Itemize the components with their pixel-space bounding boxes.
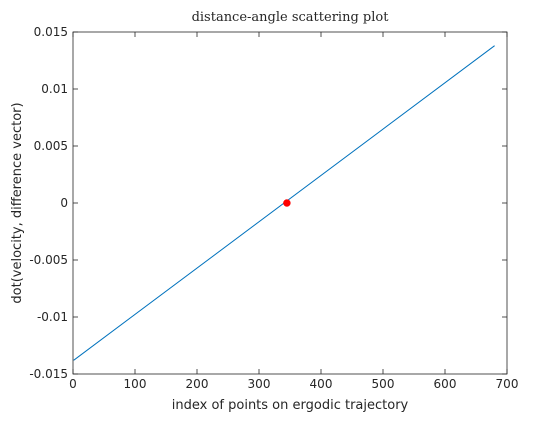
y-tick-label: -0.015 bbox=[29, 367, 68, 381]
x-tick-label: 700 bbox=[496, 377, 519, 391]
y-tick-label: 0.01 bbox=[41, 82, 68, 96]
y-tick-label: -0.01 bbox=[37, 310, 68, 324]
x-tick-label: 0 bbox=[69, 377, 77, 391]
x-axis-label: index of points on ergodic trajectory bbox=[172, 398, 409, 413]
y-tick-label: -0.005 bbox=[29, 253, 68, 267]
y-tick-label: 0.005 bbox=[34, 139, 68, 153]
y-tick-label: 0.015 bbox=[34, 25, 68, 39]
x-tick-label: 500 bbox=[372, 377, 395, 391]
y-tick-label: 0 bbox=[60, 196, 68, 210]
chart-title: distance-angle scattering plot bbox=[192, 10, 390, 25]
x-tick-label: 600 bbox=[434, 377, 457, 391]
x-tick-label: 200 bbox=[186, 377, 209, 391]
y-axis-label: dot(velocity, difference vector) bbox=[10, 102, 25, 303]
highlight-point bbox=[283, 199, 291, 207]
ticks-layer: 0 100 200 300 400 500 600 700 -0.015 -0.01 -0.005 0… bbox=[29, 25, 518, 391]
x-tick-label: 300 bbox=[248, 377, 271, 391]
x-tick-label: 100 bbox=[124, 377, 147, 391]
x-tick-label: 400 bbox=[310, 377, 333, 391]
series-layer bbox=[73, 45, 495, 361]
